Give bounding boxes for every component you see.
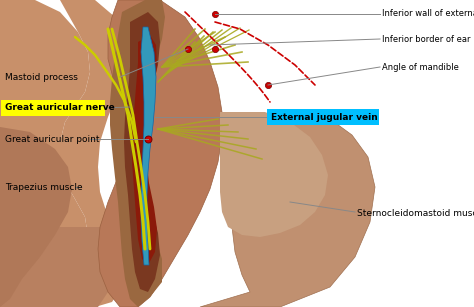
Text: Trapezius muscle: Trapezius muscle [5,182,82,192]
Polygon shape [98,0,222,307]
Polygon shape [124,12,160,292]
Polygon shape [200,112,375,307]
FancyBboxPatch shape [1,100,105,116]
Text: External jugular vein: External jugular vein [271,112,378,122]
Polygon shape [0,127,72,307]
Polygon shape [132,35,157,265]
FancyBboxPatch shape [267,109,379,125]
Polygon shape [141,27,156,265]
Polygon shape [0,227,108,307]
Text: Great auricular point: Great auricular point [5,134,100,143]
Text: Mastoid process: Mastoid process [5,72,78,81]
Polygon shape [0,0,90,307]
Text: Inferior wall of external acoustic meatus: Inferior wall of external acoustic meatu… [382,10,474,18]
Text: Sternocleidomastoid muscle: Sternocleidomastoid muscle [357,209,474,219]
Text: Inferior border of ear: Inferior border of ear [382,34,471,44]
Text: Angle of mandible: Angle of mandible [382,63,459,72]
Text: Great auricular nerve: Great auricular nerve [5,103,115,112]
Polygon shape [220,112,328,237]
Polygon shape [110,0,165,307]
Polygon shape [55,0,125,307]
